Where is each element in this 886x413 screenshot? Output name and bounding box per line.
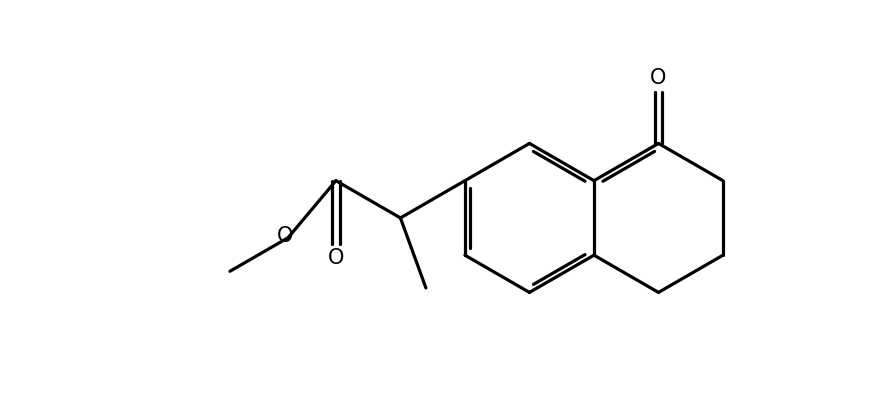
Text: O: O xyxy=(650,68,666,88)
Text: O: O xyxy=(276,226,293,246)
Text: O: O xyxy=(328,248,344,268)
